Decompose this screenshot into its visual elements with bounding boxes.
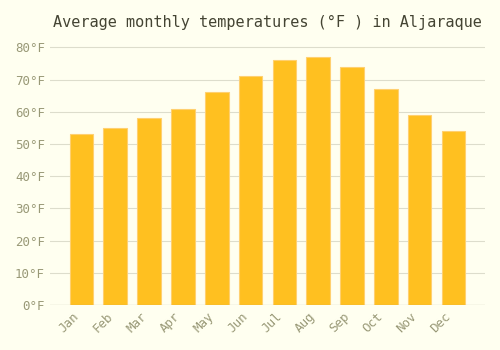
Title: Average monthly temperatures (°F ) in Aljaraque: Average monthly temperatures (°F ) in Al…	[53, 15, 482, 30]
Bar	[374, 89, 398, 305]
Bar	[442, 131, 465, 305]
Bar	[238, 76, 262, 305]
Bar	[138, 118, 161, 305]
Bar	[205, 92, 229, 305]
Bar	[272, 60, 296, 305]
Bar	[340, 66, 364, 305]
Bar	[171, 108, 194, 305]
Bar	[104, 128, 127, 305]
Bar	[408, 115, 432, 305]
Bar	[70, 134, 94, 305]
Bar	[306, 57, 330, 305]
